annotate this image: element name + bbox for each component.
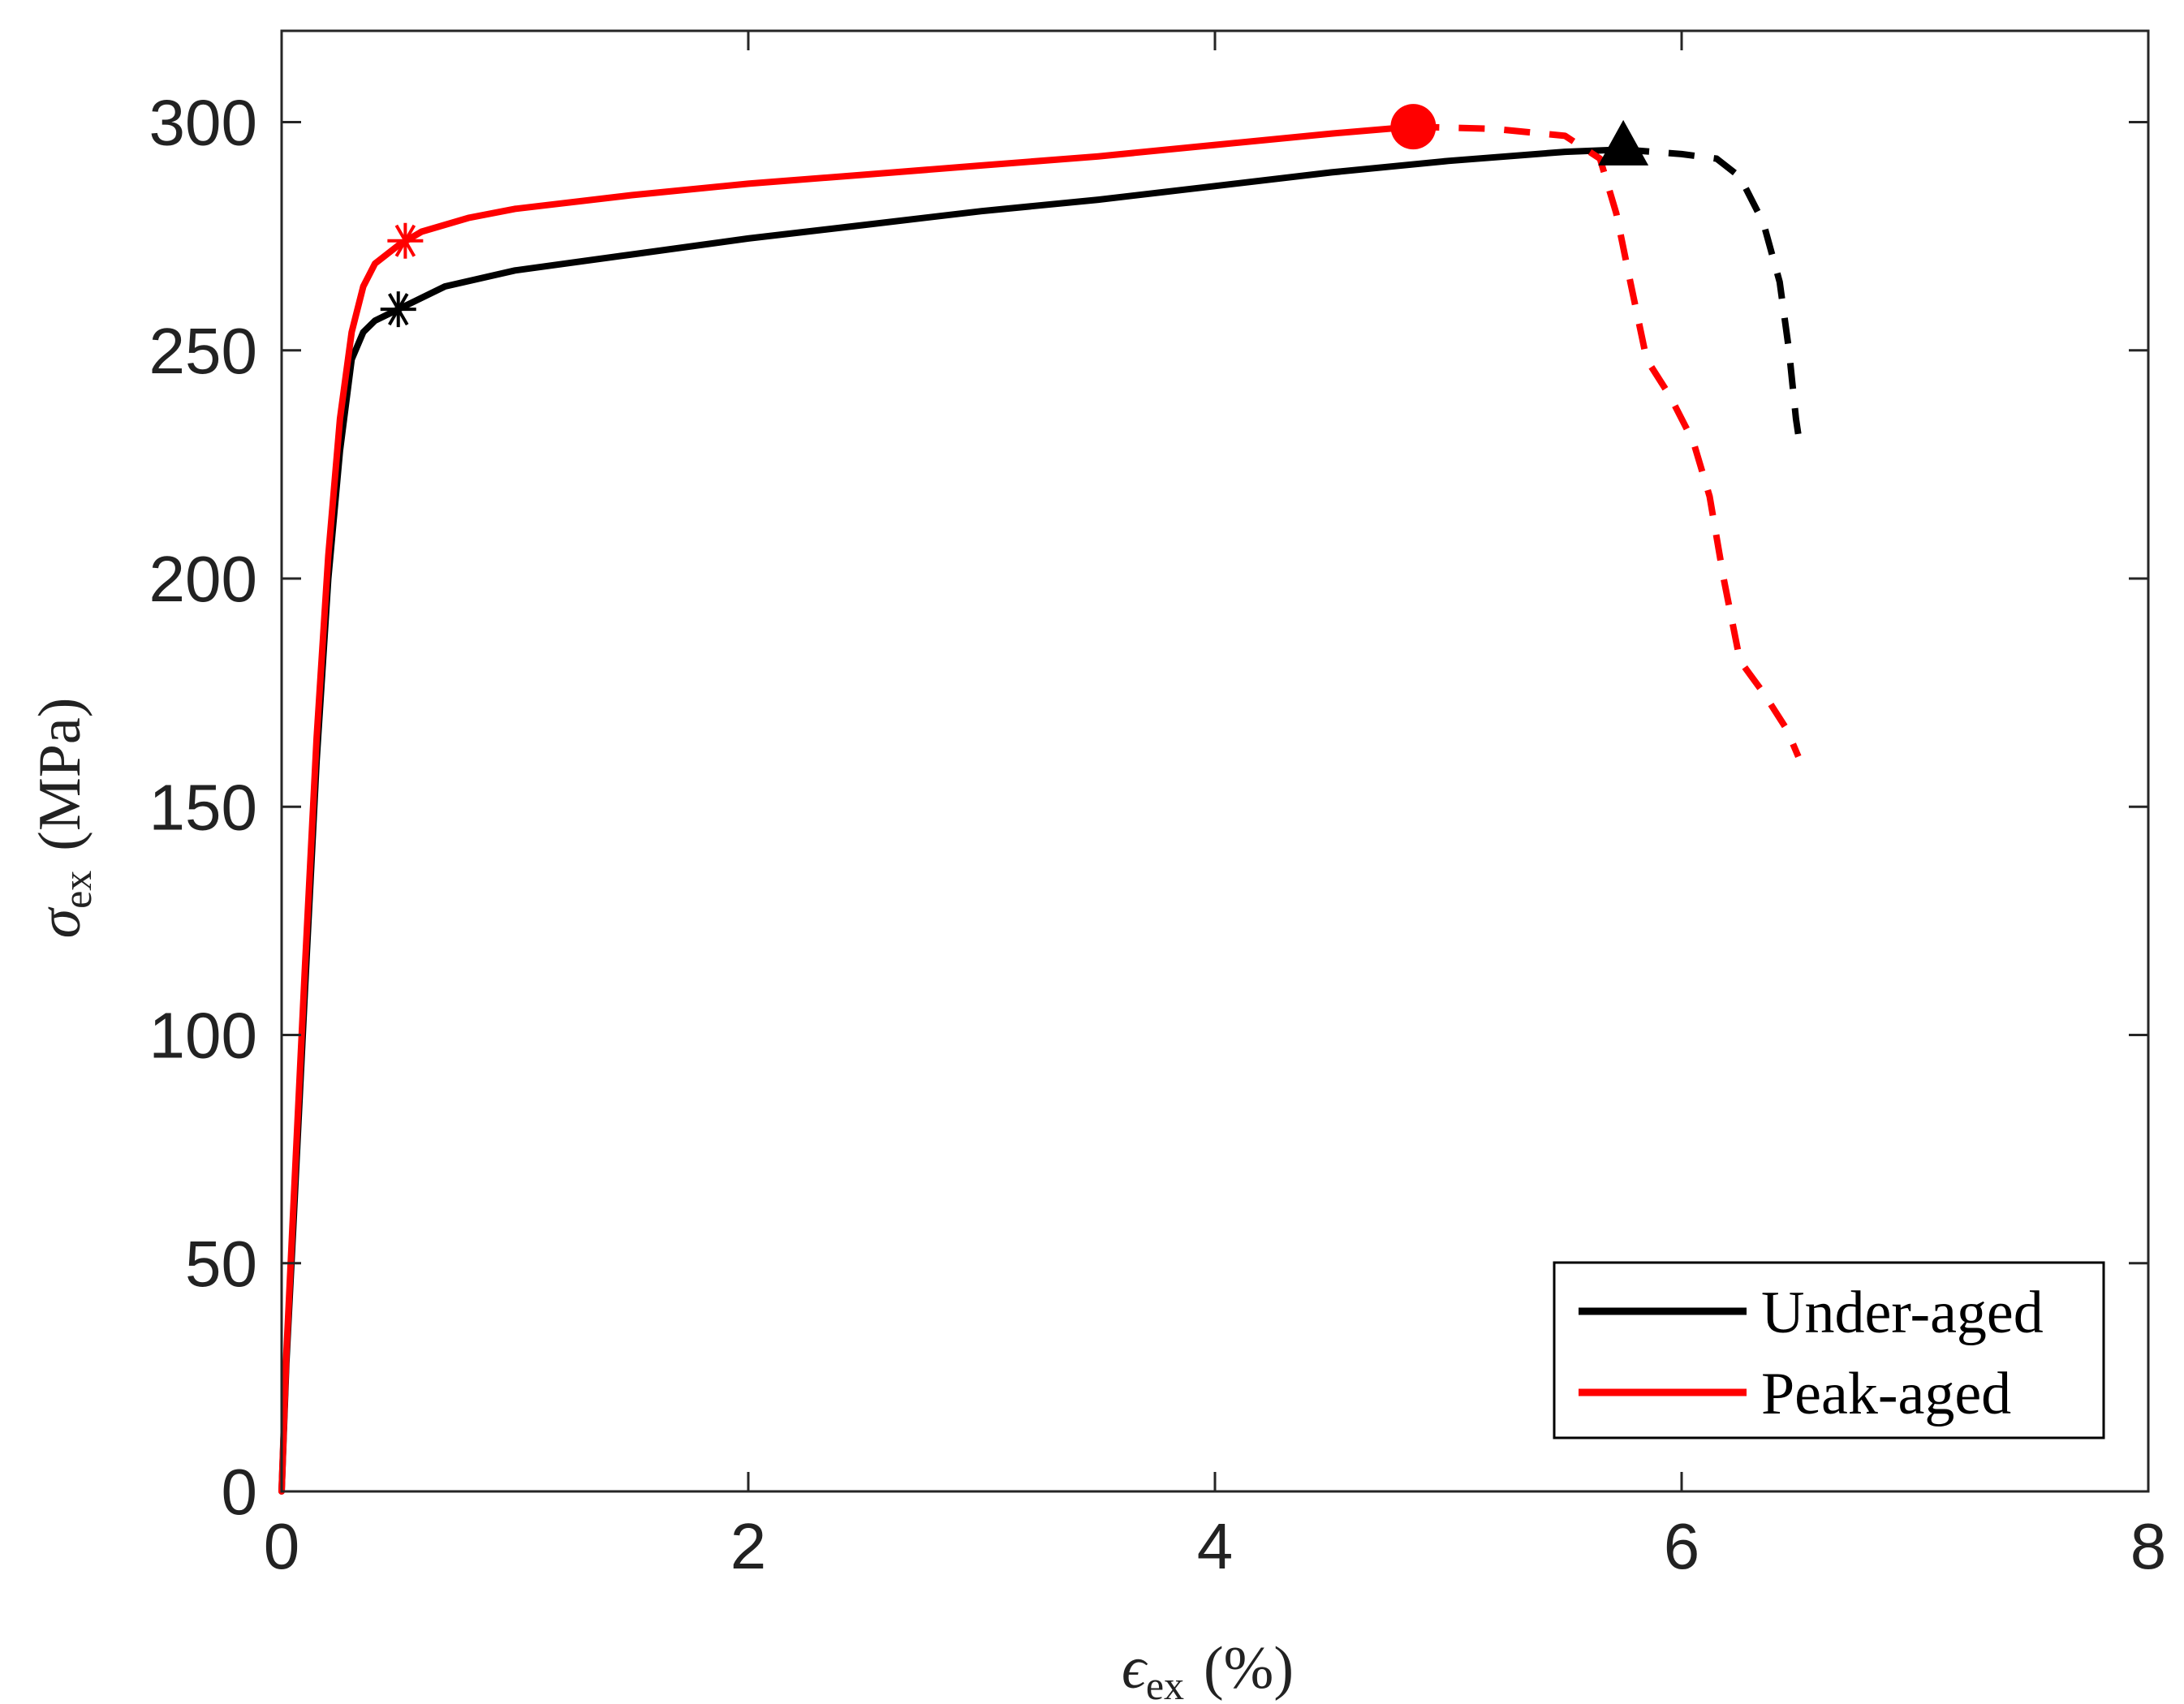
marker-triangle-under-aged <box>1598 119 1649 166</box>
series-line-peak-aged <box>278 123 1417 1495</box>
legend-label-under-aged: Under-aged <box>1761 1280 2044 1346</box>
legend-label-peak-aged: Peak-aged <box>1761 1361 2011 1427</box>
y-axis-subscript: ex <box>54 871 100 909</box>
marker-circle-peak-aged <box>1390 104 1437 150</box>
legend-box <box>1553 1261 2105 1439</box>
y-axis-symbol: σ <box>27 906 93 938</box>
ticks-layer: 0 2 4 6 8 0 50 100 150 200 250 300 <box>149 31 2167 1582</box>
y-axis-unit: (MPa) <box>27 698 93 851</box>
x-tick-label: 2 <box>730 1510 767 1582</box>
y-tick-label: 100 <box>149 1000 257 1072</box>
series-line-under-aged <box>278 146 1627 1495</box>
y-tick-label: 0 <box>222 1456 258 1528</box>
y-tick-label: 300 <box>149 87 257 159</box>
plot-frame <box>280 29 2150 1493</box>
y-tick-label: 250 <box>149 315 257 387</box>
x-tick-label: 6 <box>1664 1510 1700 1582</box>
x-axis-subscript: ex <box>1146 1663 1184 1704</box>
y-tick-label: 50 <box>185 1228 257 1300</box>
x-tick-label: 0 <box>264 1510 300 1582</box>
marker-asterisk-peak-aged <box>387 222 424 259</box>
y-tick-label: 150 <box>149 771 257 843</box>
plot-layer <box>278 104 1802 1495</box>
y-tick-label: 200 <box>149 543 257 615</box>
x-tick-label: 8 <box>2130 1510 2167 1582</box>
series-dashed-peak-aged <box>1413 123 1802 758</box>
x-tick-label: 4 <box>1197 1510 1234 1582</box>
x-axis-unit: (%) <box>1204 1635 1294 1702</box>
x-axis-label: ϵex (%) <box>1122 1635 1294 1704</box>
y-axis-label: σex (MPa) <box>27 698 100 939</box>
series-dashed-under-aged <box>1622 146 1802 436</box>
x-axis-symbol: ϵ <box>1122 1635 1148 1702</box>
legend: Under-aged Peak-aged <box>1553 1261 2105 1439</box>
marker-asterisk-under-aged <box>380 291 416 328</box>
